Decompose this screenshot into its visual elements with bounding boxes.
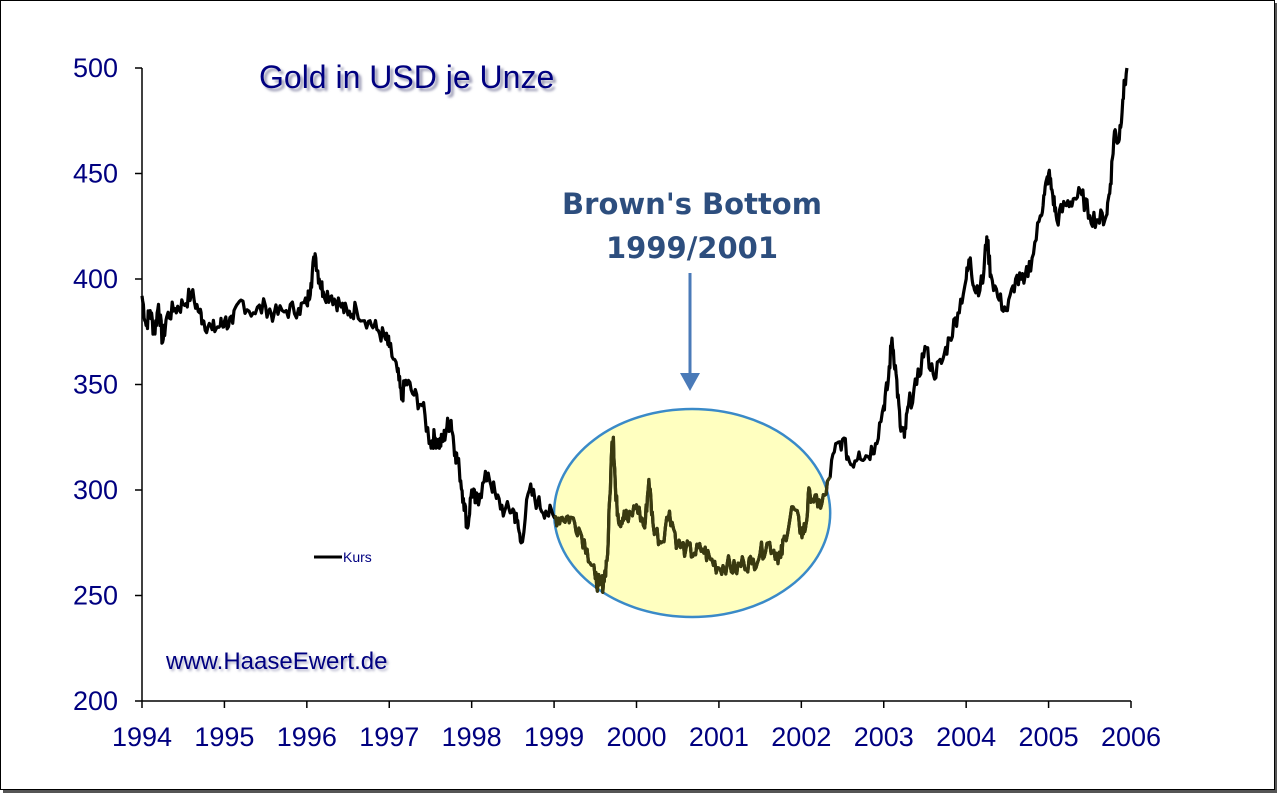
y-tick-label: 250 xyxy=(73,581,118,611)
watermark-shadow: www.HaaseEwert.de xyxy=(167,650,389,677)
x-tick-label: 2003 xyxy=(854,722,914,752)
watermark: www.HaaseEwert.de xyxy=(165,648,387,675)
x-tick-label: 2006 xyxy=(1101,722,1161,752)
x-tick-label: 2004 xyxy=(936,722,996,752)
x-tick-label: 1998 xyxy=(442,722,502,752)
chart-title: Gold in USD je Unze xyxy=(259,59,554,95)
x-tick-label: 2002 xyxy=(771,722,831,752)
series-line-kurs-highlighted xyxy=(553,435,832,594)
x-tick-label: 2005 xyxy=(1019,722,1079,752)
x-axis-ticks: 1994 1995 1996 1997 1998 1999 2000 2001 2002 2003… xyxy=(112,701,1161,752)
y-axis-ticks: 500 450 400 350 300 250 200 xyxy=(73,53,142,716)
y-tick-label: 300 xyxy=(73,475,118,505)
y-tick-label: 450 xyxy=(73,159,118,189)
x-tick-label: 1994 xyxy=(112,722,172,752)
x-tick-label: 1996 xyxy=(277,722,337,752)
x-tick-label: 2001 xyxy=(689,722,749,752)
y-tick-label: 500 xyxy=(73,53,118,83)
x-tick-label: 1997 xyxy=(359,722,419,752)
x-tick-label: 1999 xyxy=(524,722,584,752)
y-tick-label: 350 xyxy=(73,370,118,400)
chart-title-shadow: Gold in USD je Unze xyxy=(262,62,557,98)
x-tick-label: 1995 xyxy=(194,722,254,752)
legend-label-kurs: Kurs xyxy=(343,549,372,565)
y-tick-label: 400 xyxy=(73,264,118,294)
y-tick-label: 200 xyxy=(73,686,118,716)
x-tick-label: 2000 xyxy=(606,722,666,752)
annotation-line-2: 1999/2001 xyxy=(606,231,778,265)
brown-bottom-highlight xyxy=(552,407,832,619)
annotation-line-1: Brown's Bottom xyxy=(562,187,822,221)
annotation-arrow-head xyxy=(680,373,700,391)
